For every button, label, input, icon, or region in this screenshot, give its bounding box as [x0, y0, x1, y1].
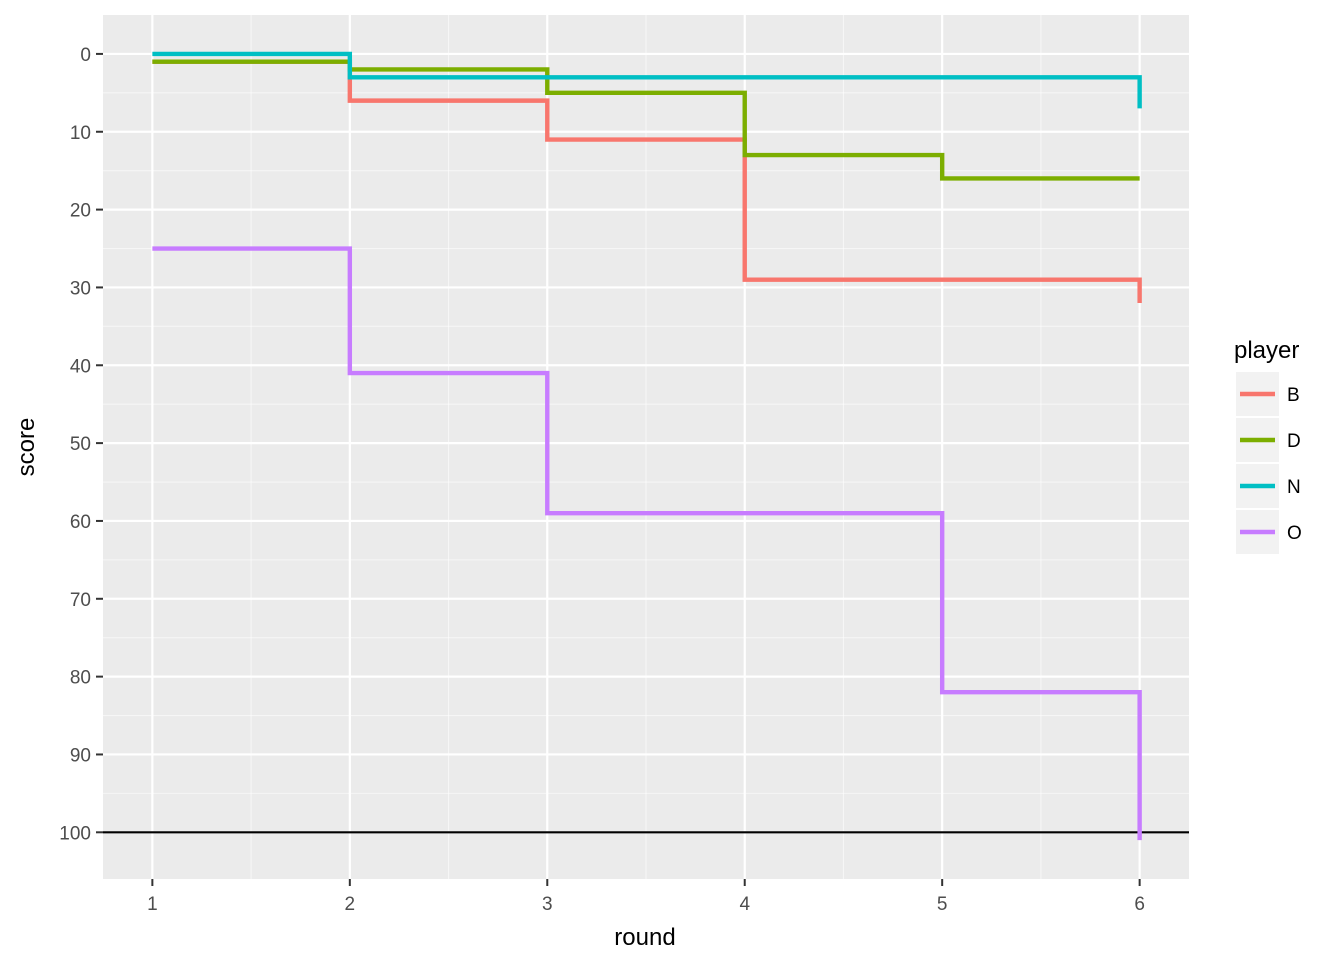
- x-tick-label: 2: [345, 894, 356, 915]
- legend-item-o: O: [1236, 510, 1302, 554]
- x-tick-label: 6: [1134, 894, 1145, 915]
- legend-item-d: D: [1236, 418, 1301, 462]
- y-tick-label: 40: [70, 356, 91, 377]
- legend-item-n: N: [1236, 464, 1301, 508]
- legend-item-b: B: [1236, 372, 1300, 416]
- y-axis-ticks: 0 10 20 30 40 50 60 70 80 90 100: [59, 45, 103, 844]
- x-tick-label: 3: [542, 894, 553, 915]
- y-tick-label: 20: [70, 201, 91, 222]
- legend-title: player: [1234, 337, 1299, 364]
- series-line-b: [152, 59, 1142, 303]
- y-tick-label: 90: [70, 745, 91, 766]
- legend-label: D: [1287, 431, 1301, 452]
- legend-label: B: [1287, 385, 1300, 406]
- y-tick-label: 60: [70, 512, 91, 533]
- legend-label: N: [1287, 477, 1301, 498]
- y-tick-label: 10: [70, 123, 91, 144]
- y-tick-label: 80: [70, 668, 91, 689]
- series-line-o: [152, 246, 1142, 841]
- grid-lines: [103, 15, 1189, 879]
- y-tick-label: 50: [70, 434, 91, 455]
- series-layer: [152, 51, 1142, 841]
- y-tick-label: 30: [70, 278, 91, 299]
- y-tick-label: 0: [80, 45, 91, 66]
- legend-label: O: [1287, 523, 1302, 544]
- x-tick-label: 5: [937, 894, 948, 915]
- x-axis-ticks: 1 2 3 4 5 6: [147, 879, 1145, 915]
- series-line-n: [152, 51, 1142, 109]
- y-tick-label: 100: [59, 823, 91, 844]
- x-tick-label: 1: [147, 894, 158, 915]
- y-tick-label: 70: [70, 590, 91, 611]
- x-tick-label: 4: [739, 894, 750, 915]
- x-axis-title: round: [614, 924, 675, 951]
- legend: player B D N O: [1234, 337, 1302, 554]
- y-axis-title: score: [13, 418, 40, 477]
